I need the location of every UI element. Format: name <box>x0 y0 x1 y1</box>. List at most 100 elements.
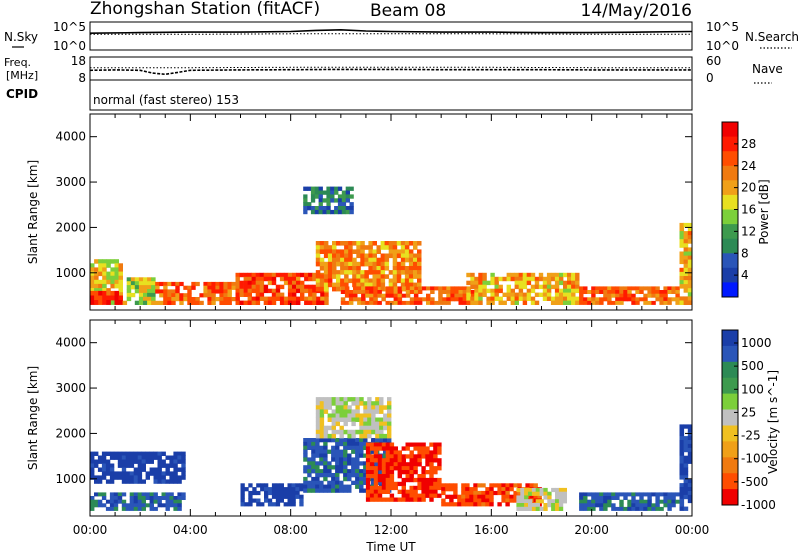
nsky-right-bottom-tick: 10^0 <box>706 39 739 53</box>
velocity-xtick-label-5: 20:00 <box>574 523 609 537</box>
velocity-colorbar-label-5: -100 <box>741 452 768 466</box>
velocity-colorbar-frame <box>721 329 739 506</box>
velocity-feature-2 <box>240 483 304 507</box>
velocity-colorbar-label: Velocity [m s^-1] <box>766 370 780 474</box>
velocity-xtick-label-4: 16:00 <box>474 523 509 537</box>
power-ytick-label-1: 2000 <box>55 220 86 234</box>
cpid-label: CPID <box>6 87 38 101</box>
velocity-xtick-label-6: 00:00 <box>675 523 710 537</box>
velocity-feature-1 <box>90 451 186 484</box>
power-panel: 1000 2000 3000 4000 Slant Range [km] 4 8 12 16… <box>26 113 771 311</box>
date-label: 14/May/2016 <box>581 1 693 21</box>
freq-right-bottom-tick: 0 <box>706 71 714 85</box>
nsky-label: N.Sky <box>4 30 38 44</box>
power-colorbar-segment-5 <box>722 194 738 210</box>
velocity-frame <box>89 319 693 517</box>
nave-label: Nave <box>752 62 783 76</box>
velocity-colorbar-segment-0 <box>722 330 738 347</box>
power-colorbar-label-2: 12 <box>741 224 756 238</box>
velocity-heatmap-marks <box>90 397 693 511</box>
velocity-colorbar-segment-4 <box>722 393 738 410</box>
power-colorbar-segment-6 <box>722 209 738 225</box>
freq-left-top-tick: 18 <box>71 54 86 68</box>
velocity-panel: 1000 2000 3000 4000 00:00 04:00 08:00 12:00 16:0… <box>26 319 780 554</box>
power-feature-5 <box>303 186 354 215</box>
power-colorbar-segment-7 <box>722 224 738 240</box>
power-ytick-label-2: 3000 <box>55 175 86 189</box>
power-frame <box>89 113 693 311</box>
velocity-feature-7 <box>516 487 567 511</box>
power-colorbar-label-0: 4 <box>741 268 749 282</box>
power-colorbar-segment-11 <box>722 282 738 298</box>
velocity-feature-5 <box>365 442 442 502</box>
power-axes: 1000 2000 3000 4000 <box>55 114 693 310</box>
power-colorbar-segment-0 <box>722 122 738 138</box>
velocity-colorbar-label-2: 100 <box>741 382 764 396</box>
velocity-xtick-label-3: 12:00 <box>374 523 409 537</box>
power-colorbar-label-3: 16 <box>741 203 756 217</box>
velocity-ytick-label-2: 3000 <box>55 381 86 395</box>
power-colorbar-segment-1 <box>722 136 738 152</box>
velocity-ytick-label-1: 2000 <box>55 426 86 440</box>
time-axis-label: Time UT <box>365 540 416 554</box>
velocity-colorbar-segment-6 <box>722 425 738 442</box>
beam-label: Beam 08 <box>370 1 446 21</box>
power-feature-1 <box>90 290 123 305</box>
velocity-colorbar-label-6: -500 <box>741 475 768 489</box>
velocity-colorbar-label-3: 25 <box>741 405 756 419</box>
power-heatmap-marks <box>90 186 693 305</box>
power-colorbar-label-5: 24 <box>741 159 756 173</box>
velocity-feature-4 <box>315 397 392 439</box>
freq-series-line <box>89 68 692 76</box>
power-feature-6 <box>315 241 422 292</box>
velocity-colorbar-label-0: 1000 <box>741 336 772 350</box>
velocity-ylabel: Slant Range [km] <box>26 366 40 470</box>
nsearch-label: N.Search <box>745 30 799 44</box>
velocity-ytick-label-3: 4000 <box>55 336 86 350</box>
velocity-colorbar-label-7: -1000 <box>741 498 776 512</box>
cpid-text: normal (fast stereo) 153 <box>93 93 239 107</box>
nsky-right-top-tick: 10^5 <box>706 20 739 34</box>
freq-frame <box>89 56 693 81</box>
velocity-xtick-label-2: 08:00 <box>273 523 308 537</box>
velocity-colorbar-segment-1 <box>722 345 738 363</box>
velocity-colorbar-segment-2 <box>722 361 738 379</box>
power-colorbar-segment-3 <box>722 165 738 181</box>
power-colorbar-segment-4 <box>722 180 738 196</box>
velocity-feature-8 <box>579 492 680 511</box>
power-feature-10 <box>679 222 693 305</box>
nsearch-series-line <box>90 33 692 35</box>
power-colorbar: 4 8 12 16 20 24 28 <box>721 121 756 298</box>
velocity-colorbar-segment-8 <box>722 457 738 474</box>
nsky-left-top-tick: 10^5 <box>53 20 86 34</box>
power-ytick-label-0: 1000 <box>55 266 86 280</box>
velocity-xtick-label-0: 00:00 <box>73 523 108 537</box>
power-colorbar-label-6: 28 <box>741 137 756 151</box>
velocity-colorbar-segment-3 <box>722 377 738 395</box>
power-colorbar-label: Power [dB] <box>757 179 771 244</box>
power-feature-3 <box>155 281 236 305</box>
power-colorbar-label-4: 20 <box>741 181 756 195</box>
power-colorbar-segment-2 <box>722 151 738 167</box>
power-feature-4 <box>235 272 329 305</box>
power-feature-2 <box>122 277 156 305</box>
power-feature-9 <box>579 286 680 305</box>
velocity-colorbar-label-1: 500 <box>741 359 764 373</box>
freq-unit-label: [MHz] <box>6 69 38 82</box>
velocity-feature-0 <box>90 492 186 511</box>
velocity-colorbar: 1000 500 100 25 -25 -100 -500 -1000 <box>721 329 776 512</box>
velocity-colorbar-label-4: -25 <box>741 429 761 443</box>
cpid-frame <box>89 79 693 111</box>
velocity-colorbar-segment-9 <box>722 473 738 490</box>
freq-right-top-tick: 60 <box>706 54 721 68</box>
freq-left-bottom-tick: 8 <box>78 71 86 85</box>
power-ylabel: Slant Range [km] <box>26 160 40 264</box>
velocity-feature-9 <box>679 424 693 511</box>
nsky-frame <box>89 21 693 51</box>
power-colorbar-segment-10 <box>722 267 738 283</box>
nsky-series-line <box>89 28 693 34</box>
velocity-xtick-label-1: 04:00 <box>173 523 208 537</box>
velocity-colorbar-segment-5 <box>722 409 738 426</box>
power-feature-8 <box>466 272 580 305</box>
